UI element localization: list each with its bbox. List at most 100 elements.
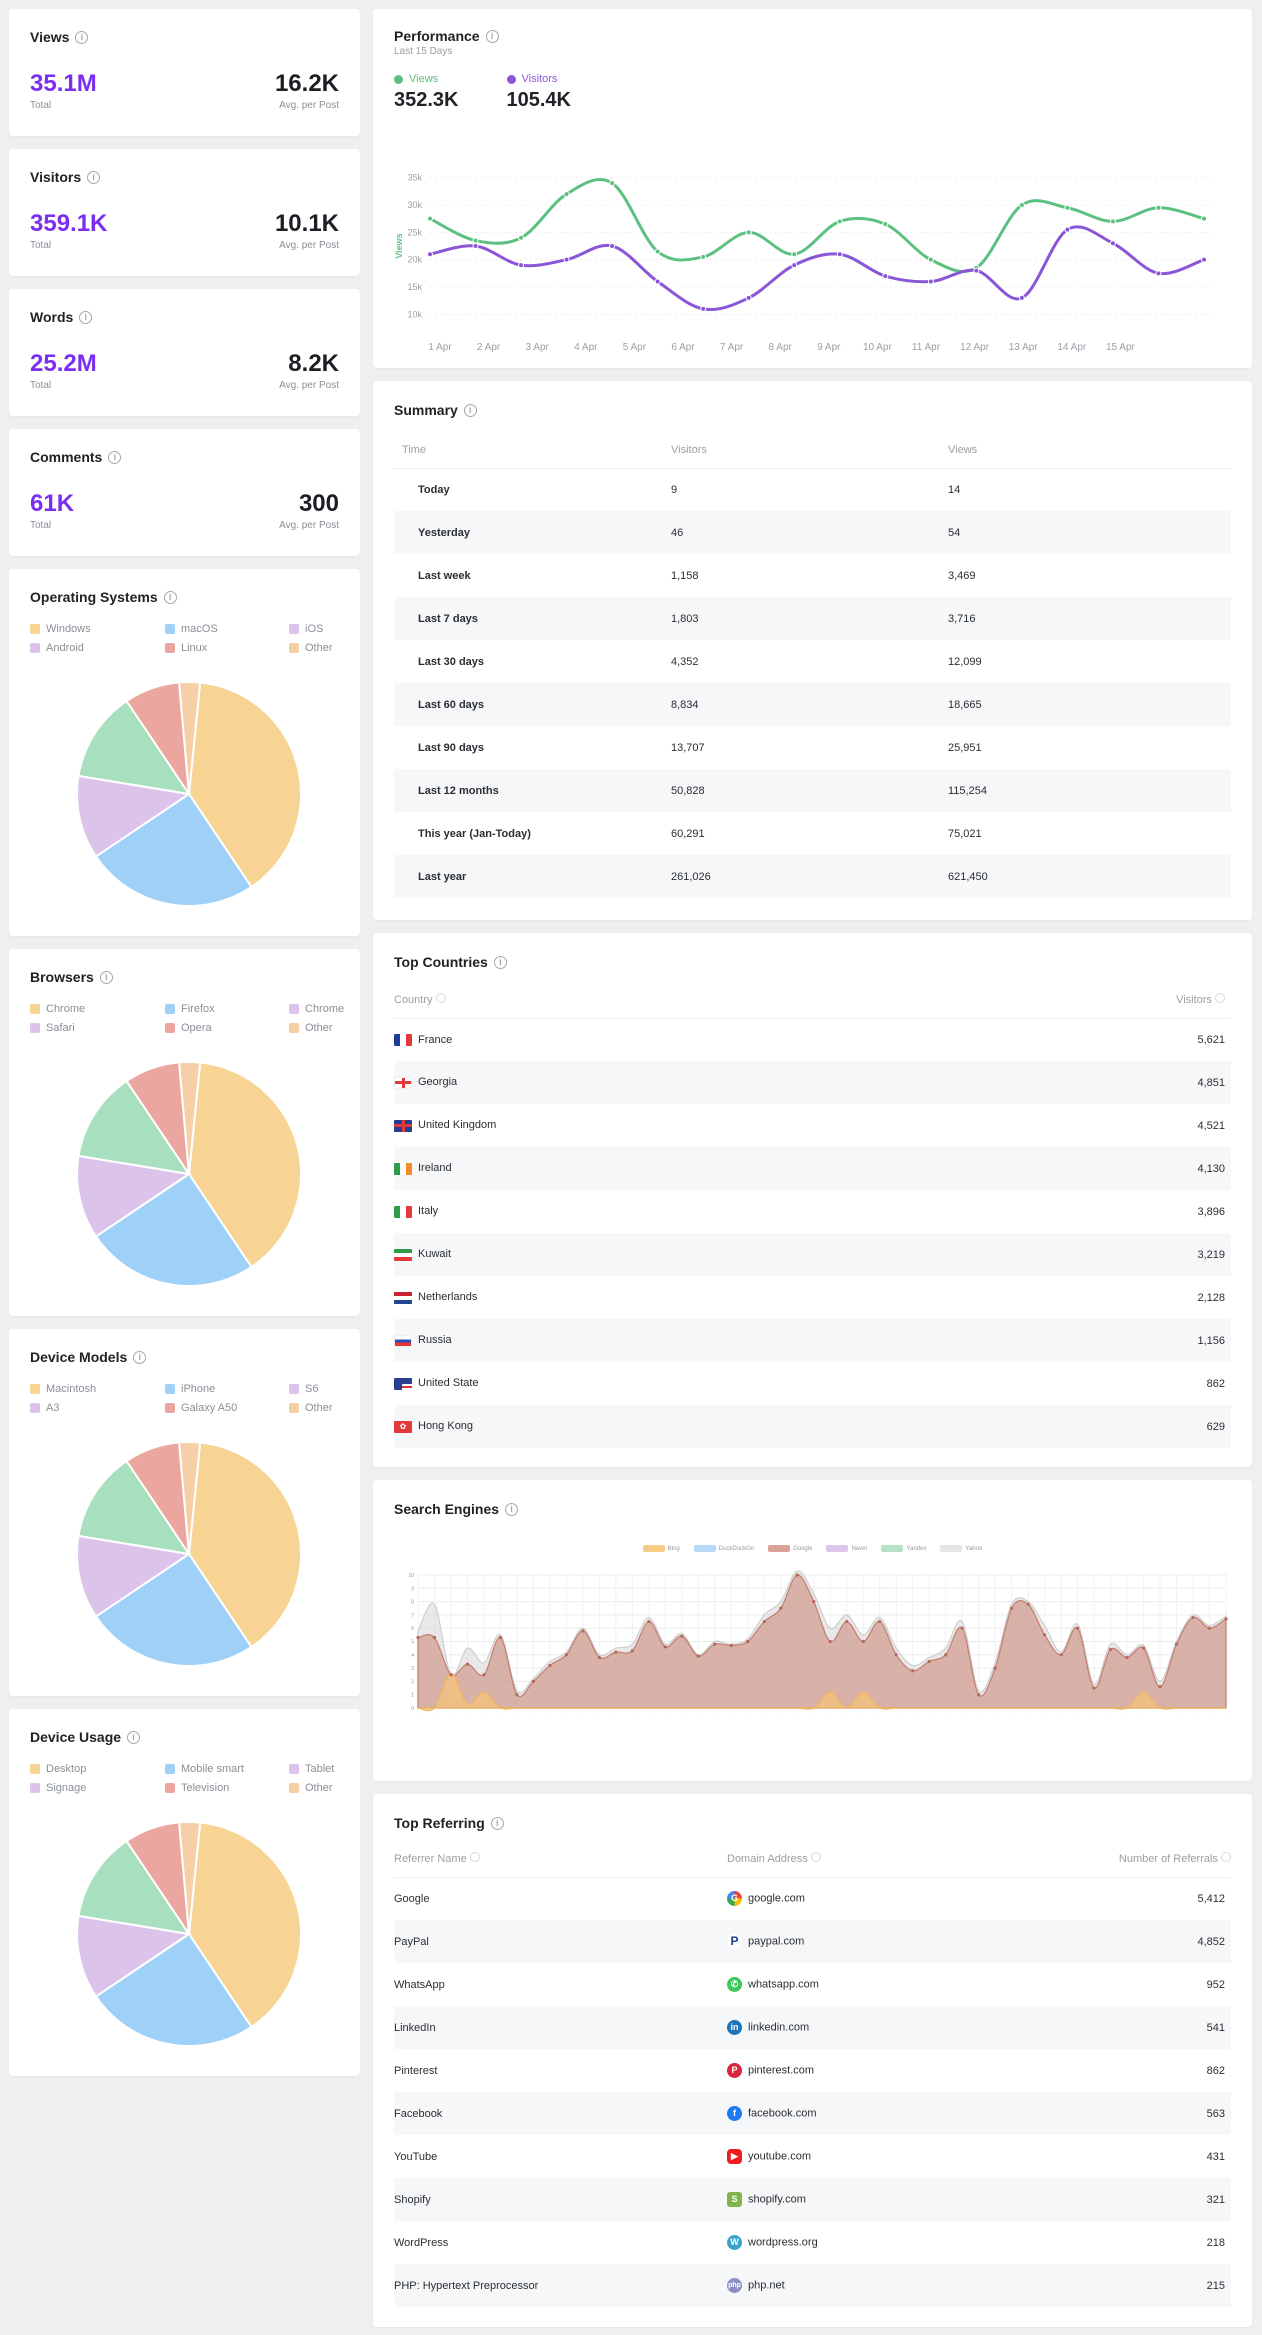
views-point[interactable] — [882, 221, 889, 228]
google-point[interactable] — [845, 1619, 849, 1624]
legend-item[interactable]: Other — [289, 1022, 344, 1034]
legend-item[interactable]: macOS — [165, 623, 289, 635]
views-point[interactable] — [1201, 215, 1207, 222]
google-point[interactable] — [696, 1654, 700, 1658]
visitors-point[interactable] — [745, 294, 752, 301]
views-point[interactable] — [1018, 202, 1025, 208]
legend-item[interactable]: Windows — [30, 623, 165, 635]
google-point[interactable] — [894, 1653, 898, 1657]
views-point[interactable] — [1064, 204, 1071, 211]
pie-slice[interactable] — [94, 1932, 253, 2047]
google-point[interactable] — [465, 1662, 470, 1666]
pie-slice[interactable] — [187, 681, 302, 889]
pie-slice[interactable] — [94, 1172, 253, 1287]
google-point[interactable] — [680, 1634, 684, 1638]
google-point[interactable] — [630, 1649, 634, 1653]
google-point[interactable] — [663, 1645, 667, 1649]
google-point[interactable] — [1108, 1647, 1113, 1652]
visitors-point[interactable] — [518, 262, 525, 269]
google-point[interactable] — [498, 1635, 503, 1640]
visitors-point[interactable] — [472, 243, 479, 249]
pie-slice[interactable] — [94, 792, 253, 907]
google-point[interactable] — [1125, 1655, 1129, 1660]
info-icon[interactable]: i — [99, 970, 113, 984]
visitors-point[interactable] — [1064, 226, 1071, 233]
legend-item[interactable]: Galaxy A50 — [165, 1402, 289, 1414]
col-referrals[interactable]: Number of Referrals — [956, 1841, 1231, 1878]
legend-item[interactable]: Other — [289, 642, 339, 654]
google-point[interactable] — [614, 1650, 618, 1654]
google-point[interactable] — [1010, 1606, 1014, 1610]
legend-item[interactable]: iPhone — [165, 1383, 289, 1395]
pie-slice[interactable] — [187, 1821, 302, 2029]
pie-slice[interactable] — [77, 699, 192, 796]
google-point[interactable] — [1059, 1653, 1063, 1657]
legend-item[interactable]: Google — [768, 1545, 812, 1552]
pie-slice[interactable] — [178, 1061, 202, 1175]
views-point[interactable] — [654, 248, 661, 255]
google-point[interactable] — [597, 1655, 601, 1660]
legend-item[interactable]: Safari — [30, 1022, 165, 1034]
pie-slice[interactable] — [77, 1459, 192, 1556]
legend-item[interactable]: Signage — [30, 1782, 165, 1794]
google-point[interactable] — [960, 1626, 964, 1630]
domain-link[interactable]: whatsapp.com — [748, 1978, 819, 1991]
google-point[interactable] — [564, 1653, 569, 1657]
visitors-point[interactable] — [973, 267, 980, 274]
pie-slice[interactable] — [178, 1821, 202, 1935]
google-point[interactable] — [729, 1643, 733, 1648]
google-point[interactable] — [531, 1679, 536, 1683]
legend-item[interactable]: Other — [289, 1782, 339, 1794]
visitors-point[interactable] — [609, 243, 616, 249]
col-domain[interactable]: Domain Address — [727, 1841, 957, 1878]
google-point[interactable] — [1075, 1626, 1080, 1630]
legend-item[interactable]: Television — [165, 1782, 289, 1794]
google-point[interactable] — [1191, 1615, 1195, 1620]
domain-link[interactable]: php.net — [748, 2279, 785, 2292]
google-point[interactable] — [795, 1573, 799, 1577]
views-point[interactable] — [427, 215, 433, 222]
pie-slice[interactable] — [187, 1061, 302, 1269]
visitors-point[interactable] — [836, 251, 843, 258]
legend-item[interactable]: Mobile smart — [165, 1763, 289, 1775]
legend-item[interactable]: iOS — [289, 623, 339, 635]
info-icon[interactable]: i — [108, 450, 122, 464]
legend-item[interactable]: Naver — [826, 1545, 867, 1552]
pie-slice[interactable] — [77, 1839, 192, 1936]
legend-item[interactable]: DuckDuckGo — [693, 1545, 754, 1552]
domain-link[interactable]: pinterest.com — [748, 2064, 815, 2077]
google-point[interactable] — [1026, 1602, 1030, 1606]
google-point[interactable] — [1174, 1642, 1179, 1646]
google-point[interactable] — [713, 1642, 717, 1646]
info-icon[interactable]: i — [493, 955, 507, 969]
info-icon[interactable]: i — [505, 1502, 519, 1516]
legend-item[interactable]: Chrome — [289, 1003, 344, 1015]
pie-slice[interactable] — [76, 774, 192, 858]
domain-link[interactable]: google.com — [748, 1892, 805, 1905]
pie-slice[interactable] — [178, 681, 202, 795]
views-point[interactable] — [1155, 204, 1162, 211]
pie-slice[interactable] — [76, 1534, 192, 1618]
info-icon[interactable]: i — [75, 30, 89, 44]
info-icon[interactable]: i — [485, 29, 499, 43]
google-point[interactable] — [828, 1639, 832, 1644]
pie-slice[interactable] — [94, 1552, 253, 1667]
google-point[interactable] — [1158, 1685, 1162, 1689]
visitors-point[interactable] — [1109, 240, 1116, 247]
domain-link[interactable]: facebook.com — [748, 2107, 817, 2120]
views-point[interactable] — [836, 218, 843, 225]
views-point[interactable] — [518, 234, 525, 241]
legend-item[interactable]: Firefox — [165, 1003, 289, 1015]
google-point[interactable] — [647, 1619, 651, 1624]
pie-slice[interactable] — [76, 1154, 192, 1238]
domain-link[interactable]: youtube.com — [748, 2150, 811, 2163]
views-point[interactable] — [472, 237, 479, 244]
visitors-point[interactable] — [927, 278, 934, 285]
domain-link[interactable]: shopify.com — [748, 2193, 806, 2206]
legend-item[interactable]: Android — [30, 642, 165, 654]
legend-item[interactable]: Yandex — [881, 1545, 926, 1552]
views-point[interactable] — [745, 229, 752, 236]
pie-slice[interactable] — [187, 1441, 302, 1649]
google-point[interactable] — [1092, 1686, 1096, 1690]
google-point[interactable] — [977, 1693, 981, 1697]
